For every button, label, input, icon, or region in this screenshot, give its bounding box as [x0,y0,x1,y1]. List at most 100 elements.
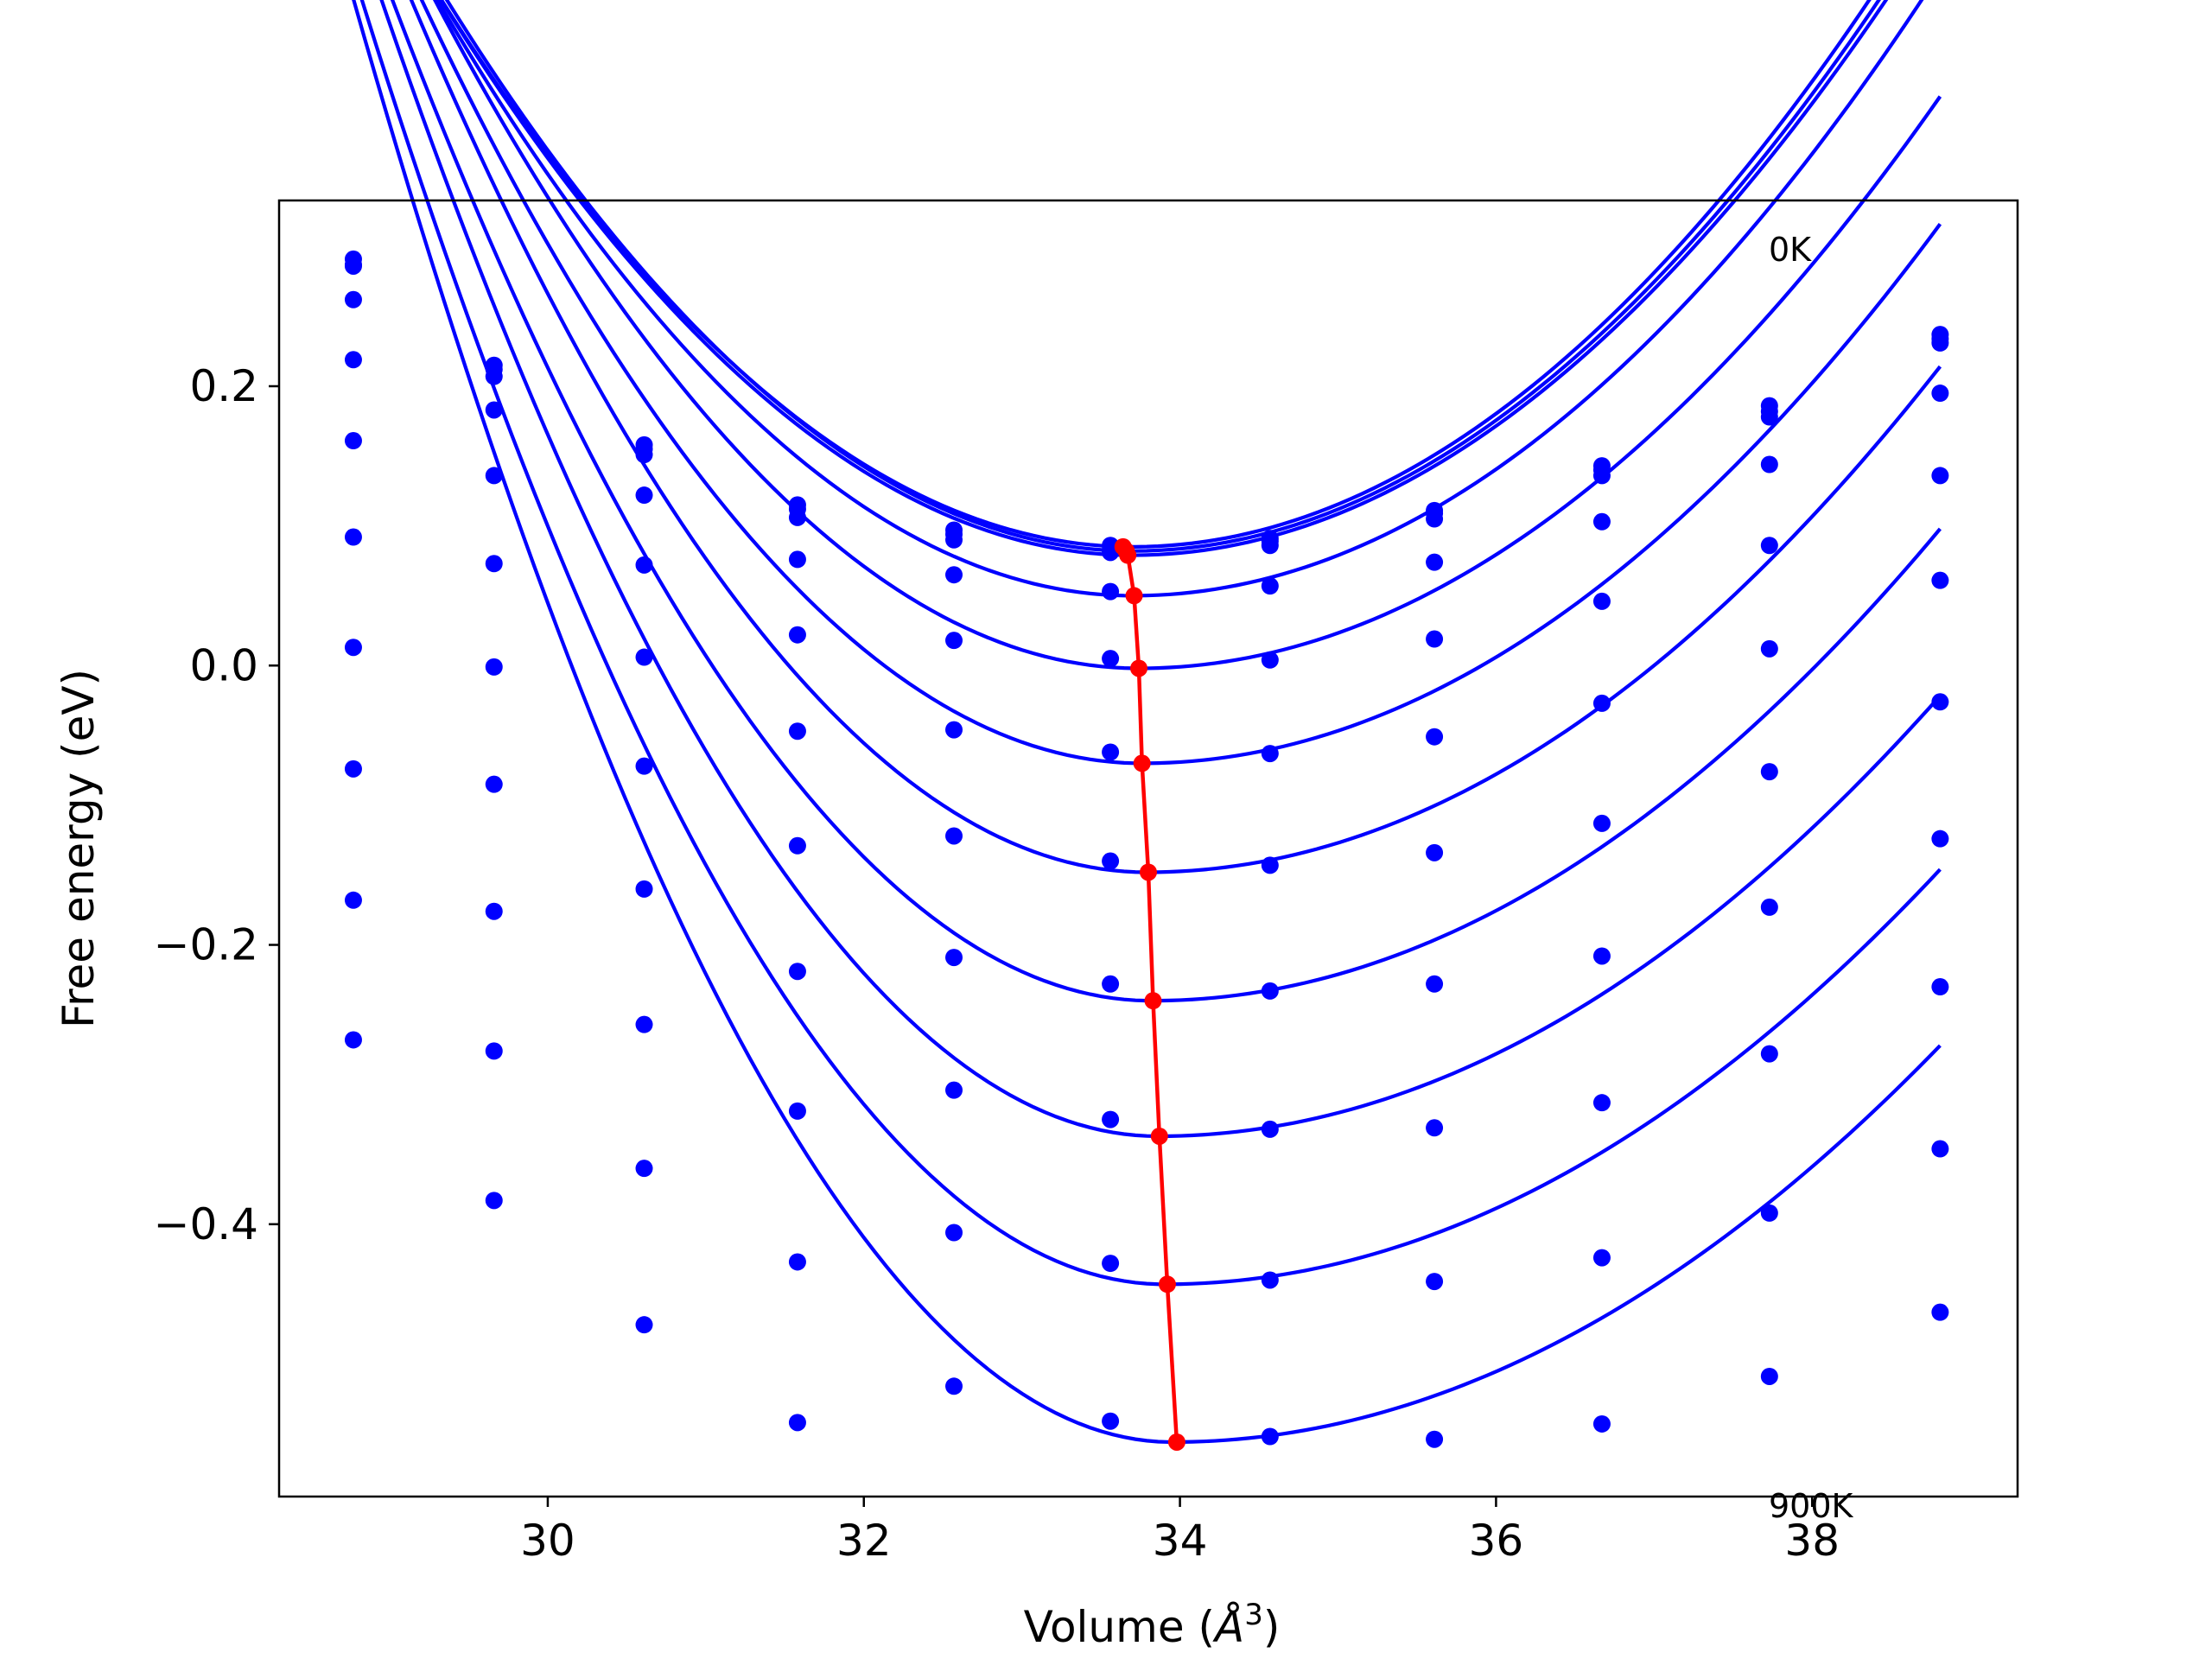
data-point-800K-10 [1931,978,1949,996]
equilibrium-point-8 [1150,1127,1168,1145]
data-point-800K-0 [344,760,362,778]
data-point-900K-8 [1592,1249,1611,1267]
data-point-600K-6 [1261,856,1279,874]
data-point-300K-1 [485,401,503,419]
data-point-800K-5 [1102,1110,1120,1128]
data-point-500K-5 [1102,743,1120,761]
data-point-600K-3 [788,836,806,855]
data-point-1000K-1 [485,1192,503,1210]
data-point-900K-9 [1760,1204,1778,1222]
y-tick-label-2: 0.0 [189,640,258,690]
data-point-800K-1 [485,902,503,920]
data-point-800K-3 [788,1102,806,1120]
plot-area [344,0,1949,1451]
equilibrium-point-4 [1130,659,1148,677]
data-point-300K-4 [945,566,963,584]
data-point-700K-10 [1931,830,1949,848]
data-point-300K-8 [1592,512,1611,531]
data-point-1000K-5 [1102,1412,1120,1430]
fit-curve-0K [439,0,1872,549]
data-point-500K-9 [1760,639,1778,658]
x-axis-label: Volume (Å3) [1024,1598,1281,1652]
data-point-900K-2 [635,1160,653,1178]
data-point-800K-2 [635,1015,653,1033]
x-tick-label-4: 38 [1784,1516,1840,1566]
data-point-500K-6 [1261,745,1279,763]
data-point-1000K-8 [1592,1414,1611,1433]
data-point-700K-6 [1261,982,1279,1000]
data-point-500K-7 [1426,728,1444,746]
axis-ticks: 30 32 34 36 38 −0.4 −0.2 0.0 0.2 [154,361,1840,1566]
data-point-300K-5 [1102,582,1120,601]
data-point-700K-1 [485,775,503,793]
data-point-600K-2 [635,757,653,775]
data-point-700K-0 [344,639,362,657]
data-point-600K-7 [1426,843,1444,861]
data-point-800K-9 [1760,1045,1778,1063]
equilibrium-point-2 [1119,546,1137,564]
fit-curve-200K [439,0,1889,557]
data-point-300K-0 [344,290,362,308]
data-point-1000K-4 [945,1377,963,1395]
data-point-1000K-10 [1931,1303,1949,1321]
x-tick-label-2: 34 [1153,1516,1208,1566]
data-point-400K-6 [1261,651,1279,669]
data-point-600K-10 [1931,693,1949,711]
data-point-400K-7 [1426,630,1444,648]
data-point-900K-10 [1931,1140,1949,1158]
x-axis-label-exponent: 3 [1244,1598,1263,1632]
data-point-400K-0 [344,351,362,369]
data-point-400K-4 [945,632,963,650]
fit-curve-100K [444,0,1882,553]
data-point-700K-2 [635,880,653,898]
fit-curve-1000K [352,0,1942,1445]
data-point-900K-1 [485,1042,503,1060]
data-point-300K-6 [1261,577,1279,595]
equilibrium-point-7 [1144,992,1162,1010]
data-point-900K-6 [1261,1271,1279,1289]
data-point-400K-5 [1102,650,1120,668]
data-point-800K-8 [1592,1094,1611,1112]
data-point-900K-4 [945,1224,963,1242]
data-point-600K-0 [344,528,362,546]
data-point-600K-5 [1102,852,1120,870]
x-axis-label-text: Volume ( [1024,1602,1215,1652]
equilibrium-point-3 [1125,587,1143,605]
data-point-700K-9 [1760,898,1778,916]
data-point-800K-6 [1261,1120,1279,1138]
annotation-0K: 0K [1769,231,1812,269]
data-point-400K-8 [1592,592,1611,610]
x-tick-label-1: 32 [836,1516,892,1566]
y-tick-label-1: −0.2 [154,920,258,970]
fit-curve-300K [435,0,1924,598]
data-point-300K-2 [635,486,653,505]
data-point-300K-3 [788,550,806,569]
data-point-200K-7 [1426,510,1444,528]
data-point-200K-9 [1760,408,1778,426]
data-point-500K-4 [945,721,963,739]
data-point-600K-8 [1592,814,1611,832]
data-point-200K-10 [1931,334,1949,352]
equilibrium-point-5 [1133,754,1151,772]
data-point-200K-4 [945,531,963,549]
data-point-300K-7 [1426,553,1444,571]
fit-curve-800K [379,0,1942,1139]
data-point-700K-7 [1426,975,1444,993]
data-point-400K-1 [485,467,503,485]
data-point-200K-6 [1261,537,1279,555]
data-point-400K-10 [1931,467,1949,485]
x-tick-label-3: 36 [1469,1516,1524,1566]
data-point-500K-2 [635,648,653,666]
data-point-1000K-9 [1760,1367,1778,1385]
data-point-900K-0 [344,891,362,909]
data-point-900K-3 [788,1253,806,1271]
data-point-700K-5 [1102,975,1120,993]
y-axis-label: Free energy (eV) [54,669,104,1028]
data-point-700K-4 [945,949,963,967]
y-tick-label-0: −0.4 [154,1199,258,1249]
data-point-400K-3 [788,626,806,644]
data-point-1000K-0 [344,1031,362,1049]
data-point-800K-4 [945,1081,963,1099]
data-point-700K-8 [1592,947,1611,965]
